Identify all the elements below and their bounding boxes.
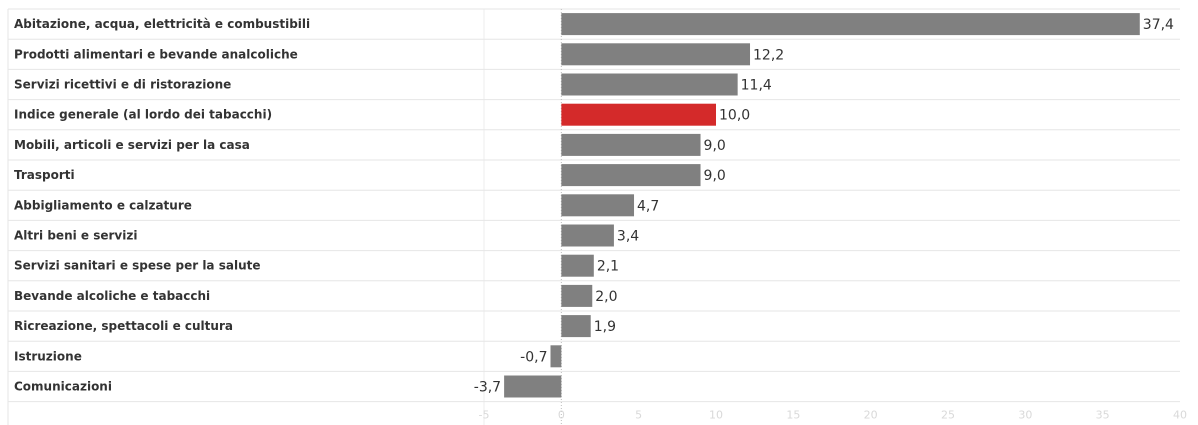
bar [561,224,614,247]
x-tick-label: -5 [479,409,490,422]
bar [561,254,594,277]
x-tick-label: 30 [1018,409,1032,422]
bar [561,103,716,126]
category-label: Mobili, articoli e servizi per la casa [14,138,250,152]
x-tick-label: 35 [1096,409,1110,422]
category-label: Prodotti alimentari e bevande analcolich… [14,47,298,61]
value-label: 37,4 [1143,17,1174,33]
bars-group [504,13,1140,398]
x-tick-label: 25 [941,409,955,422]
category-label: Bevande alcoliche e tabacchi [14,289,210,303]
value-label: 12,2 [753,47,784,63]
x-tick-label: 0 [558,409,565,422]
value-labels: 37,4 12,2 11,4 10,0 9,0 9,0 4,7 3,4 2,1 2,0 1,9 -0,… [474,17,1174,395]
row-gridlines [7,8,1180,425]
category-label: Indice generale (al lordo dei tabacchi) [14,108,272,122]
value-label: 11,4 [741,78,772,94]
category-label: Servizi ricettivi e di ristorazione [14,78,231,92]
x-tick-label: 15 [786,409,800,422]
x-tick-label: 20 [864,409,878,422]
category-label: Istruzione [14,349,82,363]
bar [561,284,593,307]
value-label: 4,7 [637,198,659,214]
bar [561,73,738,96]
bar [561,133,701,156]
value-label: -0,7 [520,349,547,365]
value-label: 10,0 [719,108,750,124]
value-label: 1,9 [594,319,616,335]
category-labels: Abitazione, acqua, elettricità e combust… [14,17,310,393]
bar [561,164,701,187]
value-label: 3,4 [617,229,639,245]
category-label: Ricreazione, spettacoli e cultura [14,319,233,333]
value-label: -3,7 [474,380,501,396]
bar [561,13,1140,36]
x-tick-label: 40 [1173,409,1187,422]
category-label: Comunicazioni [14,380,112,394]
category-label: Abitazione, acqua, elettricità e combust… [14,17,310,31]
category-label: Altri beni e servizi [14,229,137,243]
x-tick-label: 5 [635,409,642,422]
value-label: 9,0 [704,138,726,154]
bar [561,315,591,338]
bar [504,375,562,398]
value-label: 9,0 [704,168,726,184]
bar [550,345,562,368]
value-label: 2,1 [597,259,619,275]
x-tick-label: 10 [709,409,723,422]
category-label: Servizi sanitari e spese per la salute [14,259,260,273]
bar [561,194,635,217]
bar [561,43,751,66]
value-label: 2,0 [595,289,617,305]
category-label: Abbigliamento e calzature [14,198,192,212]
x-axis-ticks: -5 0 5 10 15 20 25 30 35 40 [479,409,1187,422]
category-label: Trasporti [14,168,75,182]
